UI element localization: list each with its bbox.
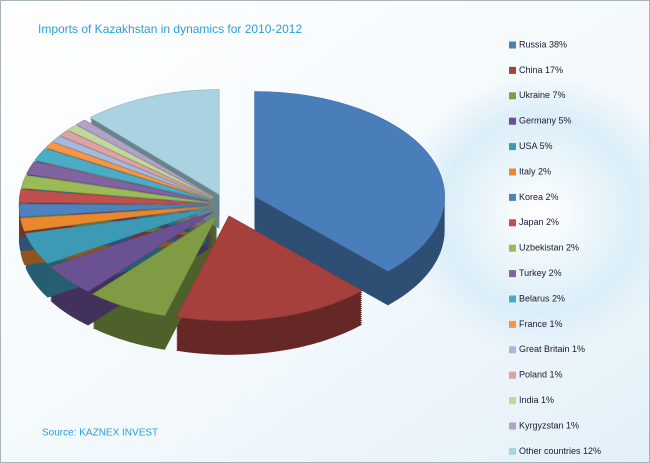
decoration [400,75,650,355]
legend-label: Russia 38% [519,39,567,49]
legend-swatch [509,422,516,430]
legend-label: France 1% [519,319,563,329]
legend-label: Japan 2% [519,217,559,227]
slice [26,161,210,202]
legend-label: Germany 5% [519,116,572,126]
legend-swatch [509,295,516,303]
slice [51,135,212,199]
legend-swatch [509,143,516,151]
legend-label: USA 5% [519,141,553,151]
slice [49,211,213,292]
slice [19,206,210,232]
legend-swatch [509,92,516,100]
slice [254,91,445,272]
slice [45,141,212,200]
legend-swatch [509,397,516,405]
legend-swatch [509,168,516,176]
legend-label: Italy 2% [519,166,551,176]
slice [18,203,210,218]
source: Source: KAZNEX INVEST [42,428,158,439]
legend-label: Korea 2% [519,192,559,202]
legend-swatch [509,66,516,74]
legend-label: Poland 1% [519,370,563,380]
legend-swatch [509,346,516,354]
slice [59,130,213,199]
slice [92,213,219,317]
pie [18,89,445,322]
legend-label: Kyrgyzstan 1% [519,420,579,430]
legend-label: Great Britain 1% [519,344,585,354]
legend-swatch [509,371,516,379]
legend-swatch [509,193,516,201]
slice [20,174,210,204]
legend-label: Other countries 12% [519,446,601,456]
slice [67,124,214,198]
slice [75,119,214,198]
legend-swatch [509,219,516,227]
legend-label: Belarus 2% [519,293,565,303]
legend-swatch [509,244,516,252]
legend-swatch [509,447,516,455]
slice [89,89,220,196]
slice [18,189,210,205]
legend-label: Ukraine 7% [519,90,566,100]
legend-swatch [509,41,516,49]
legend-swatch [509,117,516,125]
chart-title: Imports of Kazakhstan in dynamics for 20… [38,22,302,36]
legend-swatch [509,270,516,278]
slice [175,215,363,322]
legend-label: India 1% [519,395,554,405]
legend: Russia 38% China 17% Ukraine 7% Germany 5% U… [509,39,601,456]
legend-label: China 17% [519,65,563,75]
slice [24,208,211,264]
slice [34,148,211,201]
legend-swatch [509,320,516,328]
legend-label: Uzbekistan 2% [519,243,579,253]
legend-label: Turkey 2% [519,268,562,278]
